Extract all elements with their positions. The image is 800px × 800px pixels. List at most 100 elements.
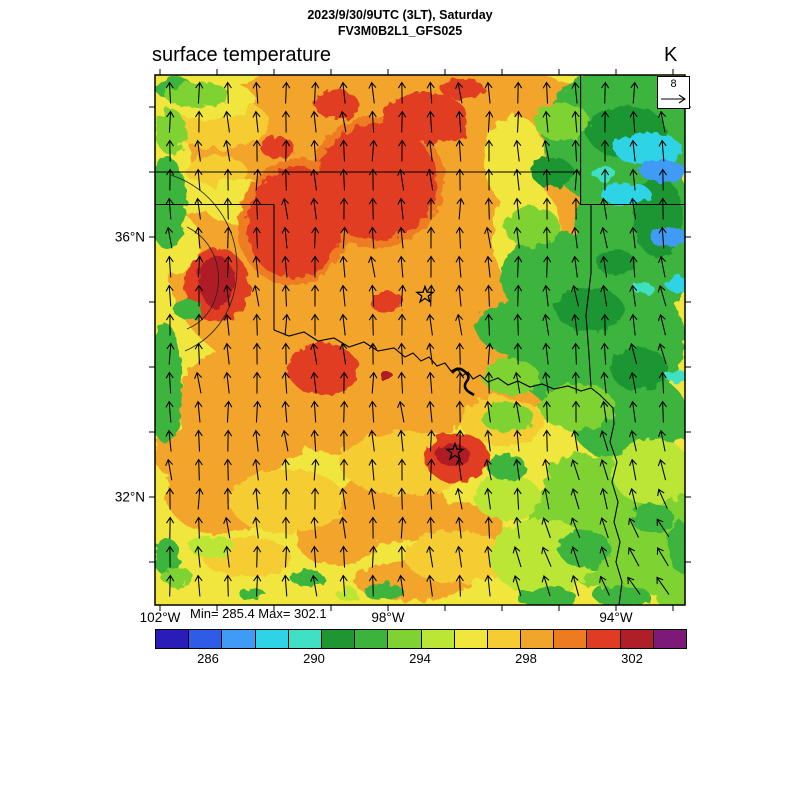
wind-arrow — [165, 313, 175, 336]
wind-arrow — [484, 574, 493, 597]
wind-arrow — [224, 400, 233, 423]
wind-arrow — [455, 313, 464, 336]
wind-arrow — [571, 255, 580, 278]
wind-arrow — [281, 400, 290, 423]
wind-arrow — [339, 313, 348, 336]
wind-arrow — [195, 255, 204, 278]
wind-arrow — [165, 81, 174, 104]
wind-arrow — [629, 197, 638, 220]
wind-arrow — [512, 546, 522, 568]
wind-arrow — [599, 226, 608, 249]
wind-arrow — [194, 458, 203, 481]
wind-arrow — [629, 458, 638, 481]
wind-arrow — [252, 429, 261, 452]
wind-arrow — [310, 284, 320, 307]
temperature-blob — [488, 454, 526, 480]
wind-arrow — [224, 226, 233, 249]
wind-arrow — [281, 458, 290, 481]
wind-arrow — [570, 546, 580, 568]
wind-arrow — [368, 226, 377, 249]
wind-arrow — [627, 576, 641, 595]
wind-arrow — [629, 255, 638, 278]
wind-arrow — [455, 110, 464, 133]
wind-arrow — [253, 574, 262, 597]
wind-arrow — [195, 81, 204, 104]
wind-arrow — [570, 459, 580, 481]
wind-arrow — [194, 168, 203, 191]
wind-arrow — [601, 81, 610, 104]
wind-arrow — [426, 371, 435, 394]
wind-arrow — [455, 458, 464, 481]
wind-arrow — [542, 284, 551, 307]
colorbar-segment — [653, 630, 686, 648]
wind-arrow — [456, 197, 465, 220]
wind-arrow — [397, 545, 406, 568]
colorbar-segment — [255, 630, 289, 648]
colorbar-tick-label: 298 — [515, 651, 537, 666]
wind-arrow — [165, 429, 174, 452]
reference-vector-box: 8 — [657, 76, 690, 109]
minmax-label: Min= 285.4 Max= 302.1 — [190, 606, 327, 621]
wind-arrow — [426, 168, 435, 191]
wind-arrow — [397, 342, 406, 365]
wind-arrow — [426, 487, 435, 510]
colorbar-tick-label: 286 — [197, 651, 219, 666]
wind-arrow — [339, 110, 348, 133]
wind-arrow — [310, 574, 319, 597]
wind-arrow — [252, 139, 261, 162]
wind-arrow — [252, 516, 261, 539]
wind-arrow — [455, 284, 464, 307]
wind-arrow — [657, 488, 668, 509]
temperature-blob — [633, 282, 653, 294]
wind-arrow — [514, 255, 523, 278]
wind-arrow — [252, 487, 261, 510]
wind-arrow — [542, 197, 552, 220]
temperature-blob — [614, 133, 682, 165]
temperature-blob — [156, 109, 186, 155]
wind-arrow — [426, 110, 435, 133]
wind-arrow — [513, 197, 522, 220]
wind-arrow — [542, 226, 551, 249]
wind-arrow — [455, 226, 464, 249]
wind-arrow — [340, 371, 349, 394]
wind-arrow — [165, 197, 174, 220]
wind-arrow — [223, 458, 232, 481]
temperature-blob — [668, 521, 685, 573]
wind-arrow — [252, 81, 261, 104]
wind-arrow — [252, 313, 261, 336]
temperature-blob — [433, 121, 467, 143]
wind-arrow — [541, 517, 551, 539]
wind-arrow — [542, 487, 551, 510]
wind-arrow — [455, 545, 464, 568]
unit-label: K — [664, 44, 678, 66]
wind-arrow — [281, 342, 290, 365]
wind-arrow — [426, 313, 435, 336]
wind-arrow — [223, 81, 232, 104]
wind-arrow — [658, 400, 667, 423]
wind-arrow — [484, 168, 493, 191]
colorbar-segment — [222, 630, 256, 648]
wind-arrow — [369, 139, 378, 162]
wind-arrow — [513, 458, 522, 481]
wind-arrow — [368, 255, 376, 278]
wind-arrow — [223, 168, 232, 191]
wind-arrow — [340, 197, 349, 220]
temperature-blob — [517, 587, 577, 605]
wind-arrow — [282, 313, 291, 336]
wind-arrow — [513, 487, 522, 510]
wind-arrow — [166, 168, 175, 191]
wind-arrow — [542, 458, 551, 481]
wind-arrow — [368, 574, 377, 597]
wind-arrow — [484, 371, 493, 394]
temperature-blob — [539, 384, 615, 430]
wind-arrow — [194, 371, 202, 394]
wind-arrow — [339, 574, 348, 597]
wind-arrow — [339, 545, 348, 568]
map-frame — [154, 74, 686, 606]
wind-arrow — [628, 517, 639, 538]
wind-arrow — [658, 197, 667, 220]
wind-arrow — [223, 487, 232, 510]
wind-arrow — [310, 110, 319, 133]
wind-arrow — [368, 516, 377, 539]
wind-arrow — [252, 226, 261, 249]
